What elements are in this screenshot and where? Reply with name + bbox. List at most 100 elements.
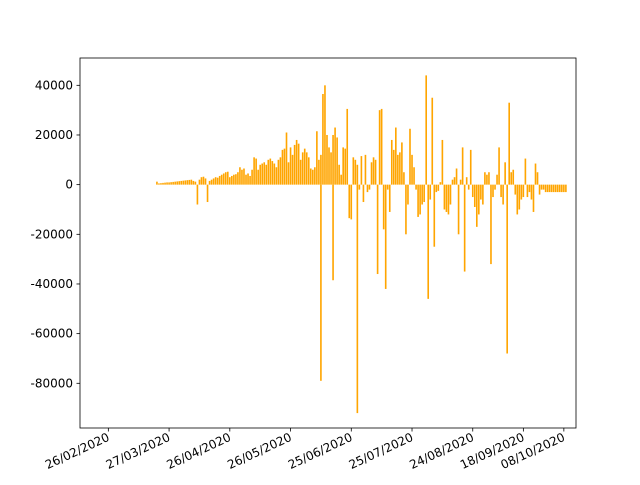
bar: [482, 184, 484, 205]
bar: [484, 172, 486, 185]
bar: [403, 172, 405, 185]
bar: [528, 184, 531, 193]
bar: [520, 184, 523, 200]
bar: [502, 184, 504, 205]
bar: [411, 154, 413, 185]
bar: [214, 177, 217, 185]
bar: [212, 178, 215, 185]
bar: [198, 179, 201, 185]
bar: [178, 181, 181, 185]
bar: [295, 139, 298, 185]
bar: [332, 184, 334, 281]
bar: [216, 177, 219, 185]
bar: [399, 152, 401, 185]
bar: [419, 184, 421, 215]
bar: [245, 174, 247, 185]
bar: [429, 184, 432, 200]
bar: [277, 159, 280, 185]
bar: [512, 169, 515, 185]
bar: [457, 184, 460, 235]
bar: [352, 157, 355, 185]
bar: [305, 152, 308, 185]
bar: [229, 177, 231, 185]
bar: [164, 182, 166, 185]
bar: [332, 134, 334, 185]
bar: [433, 184, 436, 247]
bar: [522, 184, 525, 198]
bar: [301, 152, 304, 185]
bar: [459, 179, 462, 185]
bar: [170, 182, 172, 185]
y-tick-label: -20000: [30, 227, 73, 241]
bar: [447, 184, 450, 215]
bar: [445, 184, 448, 212]
bar: [202, 176, 205, 185]
bar: [273, 163, 276, 185]
y-tick-label: 20000: [35, 128, 73, 142]
bar: [222, 173, 225, 185]
bar: [330, 152, 332, 185]
bar: [421, 184, 423, 205]
bar: [328, 147, 330, 185]
bar: [467, 184, 470, 190]
bar: [561, 184, 563, 193]
bars-layer: [156, 75, 567, 414]
bar: [312, 169, 314, 185]
bar: [186, 180, 189, 185]
bar: [253, 157, 255, 185]
bar: [162, 182, 164, 185]
bar: [407, 184, 409, 205]
bar: [176, 181, 178, 185]
bar: [534, 163, 537, 185]
bar: [281, 149, 284, 185]
bar: [397, 154, 399, 185]
bar: [565, 184, 567, 193]
bar: [322, 94, 324, 185]
bar: [168, 182, 170, 185]
bar: [247, 173, 249, 185]
bar: [563, 184, 565, 193]
bar: [200, 177, 203, 185]
bar: [261, 163, 264, 185]
bar: [224, 172, 227, 185]
bar: [356, 184, 359, 414]
bar: [437, 184, 440, 191]
bar: [194, 181, 197, 185]
bar: [320, 184, 322, 381]
bar: [425, 75, 427, 185]
bar: [210, 179, 213, 185]
bar: [233, 174, 235, 185]
bar: [471, 184, 474, 198]
y-tick-label: -80000: [30, 376, 73, 390]
bar: [552, 184, 555, 193]
bar: [382, 184, 385, 230]
bar: [320, 154, 322, 185]
y-tick-label: 0: [65, 178, 73, 192]
bar: [299, 159, 302, 185]
bar: [504, 162, 506, 185]
bar: [204, 178, 207, 185]
bar: [443, 184, 446, 210]
bar: [265, 164, 268, 185]
bar: [239, 167, 241, 185]
bar: [350, 184, 353, 220]
bar: [548, 184, 551, 193]
bar: [465, 177, 468, 185]
bar: [166, 182, 168, 185]
bar: [336, 137, 338, 185]
bar: [536, 172, 539, 185]
bar: [506, 184, 508, 354]
bar: [441, 139, 444, 185]
bar: [490, 184, 492, 265]
y-tick-label: -60000: [30, 327, 73, 341]
bar: [413, 167, 415, 185]
bar: [362, 184, 365, 203]
bar: [220, 174, 223, 185]
bar: [368, 184, 371, 190]
bar: [360, 156, 363, 185]
bar: [431, 97, 434, 185]
bar: [473, 184, 476, 207]
bar: [326, 134, 328, 185]
